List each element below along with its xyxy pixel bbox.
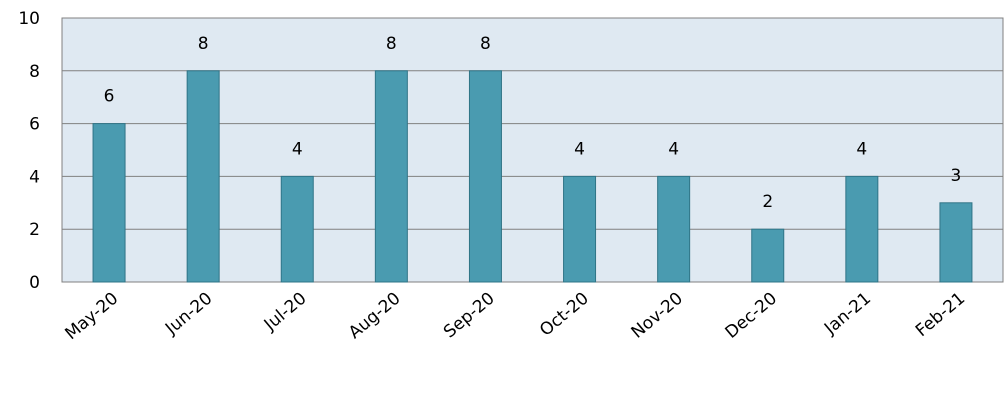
data-label: 4: [668, 139, 679, 159]
x-tick-label: Feb-21: [912, 289, 969, 342]
x-tick-label: Jun-20: [161, 289, 216, 340]
bar: [563, 175, 597, 283]
bar: [374, 70, 408, 283]
data-label: 8: [386, 34, 397, 54]
data-label: 4: [574, 139, 585, 159]
y-tick-label: 4: [29, 167, 40, 187]
bar: [280, 175, 314, 283]
bar: [92, 123, 126, 283]
bar: [939, 202, 973, 283]
y-tick-label: 10: [18, 9, 40, 29]
x-tick-label: Aug-20: [345, 289, 405, 344]
x-tick-label: Jan-21: [820, 289, 875, 340]
x-tick-label: Nov-20: [628, 289, 687, 343]
data-label: 4: [856, 139, 867, 159]
bar: [845, 175, 879, 283]
x-tick-label: Jul-20: [260, 289, 311, 336]
data-label: 2: [762, 192, 773, 212]
data-label: 6: [104, 87, 115, 107]
data-label: 8: [198, 34, 209, 54]
x-tick-label: Sep-20: [440, 289, 499, 343]
bar: [186, 70, 220, 283]
x-tick-label: May-20: [61, 289, 122, 345]
bar: [751, 228, 785, 283]
data-label: 3: [951, 166, 962, 186]
x-tick-label: Dec-20: [722, 289, 781, 343]
data-label: 4: [292, 139, 303, 159]
y-tick-label: 2: [29, 220, 40, 240]
x-tick-label: Oct-20: [536, 289, 593, 341]
bar: [468, 70, 502, 283]
data-label: 8: [480, 34, 491, 54]
bar: [657, 175, 691, 283]
y-tick-label: 0: [29, 273, 40, 293]
y-tick-label: 8: [29, 62, 40, 82]
y-tick-label: 6: [29, 115, 40, 135]
